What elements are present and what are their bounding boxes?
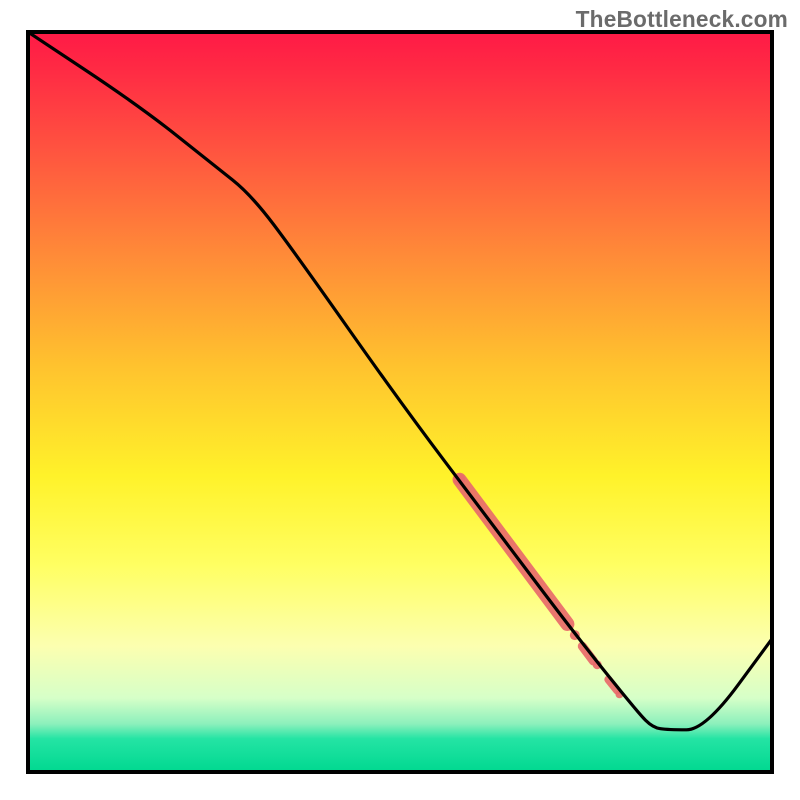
watermark-text: TheBottleneck.com [576, 6, 788, 33]
chart-container: TheBottleneck.com [0, 0, 800, 800]
bottleneck-chart [0, 0, 800, 800]
